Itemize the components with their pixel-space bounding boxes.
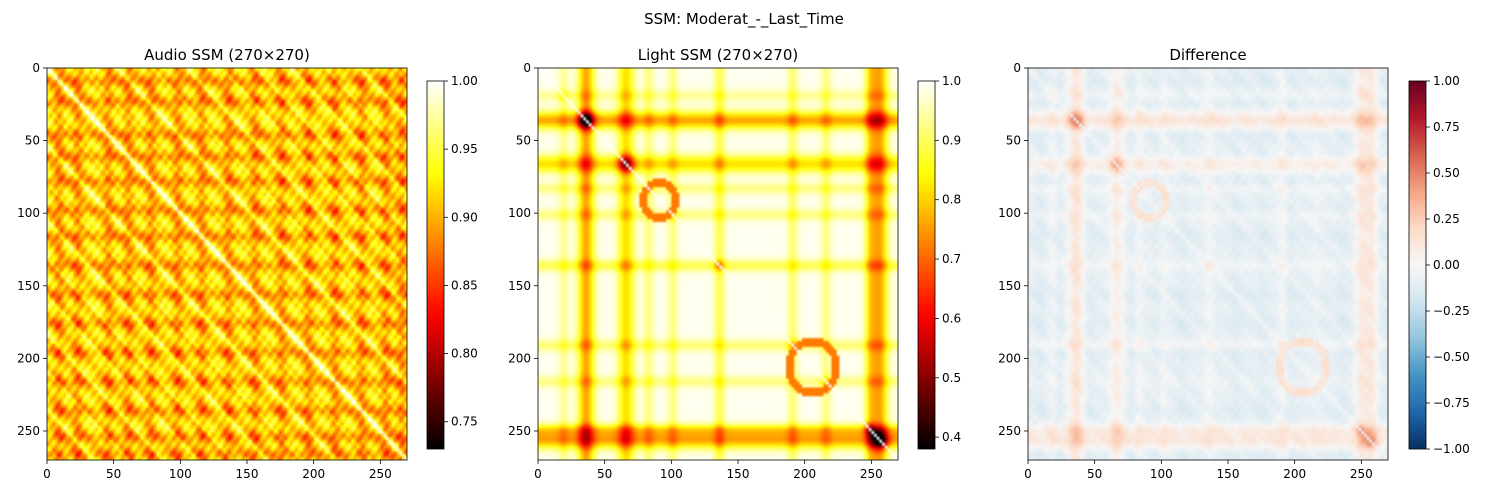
colorbar-tick-label: 0.6 xyxy=(942,311,961,325)
x-tick-label: 250 xyxy=(369,467,392,481)
panel-title: Difference xyxy=(1169,46,1246,64)
y-tick-label: 0 xyxy=(1013,61,1021,75)
y-tick-label: 200 xyxy=(508,351,531,365)
colorbar-tick-label: 1.00 xyxy=(451,74,478,88)
colorbar-tick-label: 0.90 xyxy=(451,210,478,224)
x-tick-label: 0 xyxy=(1024,467,1032,481)
y-tick-label: 0 xyxy=(523,61,531,75)
y-tick-label: 150 xyxy=(508,279,531,293)
x-tick-label: 50 xyxy=(106,467,121,481)
y-tick-label: 150 xyxy=(998,279,1021,293)
x-tick-label: 150 xyxy=(236,467,259,481)
y-tick-label: 250 xyxy=(17,424,40,438)
y-tick-label: 100 xyxy=(17,206,40,220)
x-tick-label: 250 xyxy=(860,467,883,481)
x-tick-label: 250 xyxy=(1350,467,1373,481)
panel-audio-ssm: Audio SSM (270×270) 0 50 100 150 200 250 0 50 10… xyxy=(17,46,478,481)
colorbar-tick-label: −0.75 xyxy=(1433,396,1470,410)
heatmap-image xyxy=(1028,68,1388,460)
colorbar xyxy=(426,80,445,450)
colorbar-tick-label: 0.75 xyxy=(1433,120,1460,134)
colorbar-tick-label: −1.00 xyxy=(1433,442,1470,456)
x-tick-label: 200 xyxy=(1283,467,1306,481)
colorbar-tick-label: 0.4 xyxy=(942,430,961,444)
y-tick-label: 100 xyxy=(508,206,531,220)
colorbar-tick-label: −0.25 xyxy=(1433,304,1470,318)
x-tick-label: 150 xyxy=(727,467,750,481)
y-tick-label: 150 xyxy=(17,279,40,293)
y-tick-label: 0 xyxy=(32,61,40,75)
plot-frame xyxy=(1027,67,1389,461)
colorbar-tick-label: 0.50 xyxy=(1433,166,1460,180)
colorbar-tick-label: 0.95 xyxy=(451,142,478,156)
heatmap-image xyxy=(538,68,898,460)
colorbar xyxy=(1408,80,1427,450)
x-tick-label: 200 xyxy=(302,467,325,481)
colorbar xyxy=(917,80,936,450)
y-tick-label: 50 xyxy=(1006,134,1021,148)
colorbar-tick-label: 0.8 xyxy=(942,193,961,207)
colorbar-tick-label: 0.25 xyxy=(1433,212,1460,226)
y-tick-label: 200 xyxy=(998,351,1021,365)
x-tick-label: 150 xyxy=(1217,467,1240,481)
heatmap-image xyxy=(47,68,407,460)
plot-frame xyxy=(537,67,899,461)
plot-frame xyxy=(46,67,408,461)
y-tick-label: 50 xyxy=(25,134,40,148)
panel-light-ssm: Light SSM (270×270) 0 50 100 150 200 250 0 50 10… xyxy=(508,46,961,481)
colorbar-tick-label: 0.5 xyxy=(942,371,961,385)
x-tick-label: 0 xyxy=(43,467,51,481)
x-tick-label: 100 xyxy=(1150,467,1173,481)
colorbar-tick-label: 0.85 xyxy=(451,278,478,292)
colorbar-tick-label: 0.00 xyxy=(1433,258,1460,272)
panel-difference: Difference 0 50 100 150 200 250 0 50 100 150 200 25… xyxy=(998,46,1470,481)
x-tick-label: 0 xyxy=(534,467,542,481)
x-tick-label: 50 xyxy=(597,467,612,481)
figure-suptitle: SSM: Moderat_-_Last_Time xyxy=(644,10,844,29)
colorbar-tick-label: 0.80 xyxy=(451,347,478,361)
y-tick-label: 200 xyxy=(17,351,40,365)
panel-title: Light SSM (270×270) xyxy=(638,46,799,64)
colorbar-tick-label: 1.00 xyxy=(1433,74,1460,88)
x-tick-label: 100 xyxy=(660,467,683,481)
colorbar-tick-label: 1.0 xyxy=(942,74,961,88)
x-tick-label: 200 xyxy=(793,467,816,481)
y-tick-label: 50 xyxy=(516,134,531,148)
x-tick-label: 100 xyxy=(169,467,192,481)
colorbar-tick-label: 0.7 xyxy=(942,252,961,266)
colorbar-tick-label: 0.75 xyxy=(451,415,478,429)
x-tick-label: 50 xyxy=(1087,467,1102,481)
y-tick-label: 250 xyxy=(508,424,531,438)
colorbar-tick-label: −0.50 xyxy=(1433,350,1470,364)
panel-title: Audio SSM (270×270) xyxy=(144,46,310,64)
y-tick-label: 100 xyxy=(998,206,1021,220)
y-tick-label: 250 xyxy=(998,424,1021,438)
colorbar-tick-label: 0.9 xyxy=(942,133,961,147)
